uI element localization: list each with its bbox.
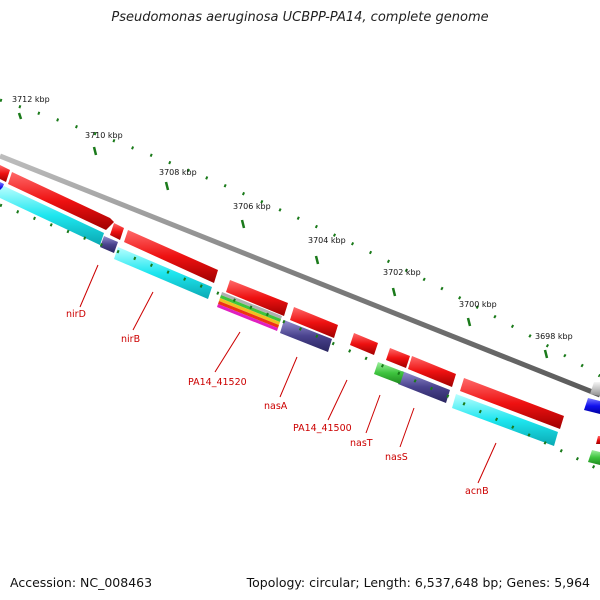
label-leaders — [79, 264, 497, 484]
green-feature — [588, 450, 600, 465]
cds-feature — [226, 280, 288, 316]
topology-label: Topology: circular; Length: 6,537,648 bp… — [246, 575, 590, 590]
gene-label-nasT: nasT — [350, 438, 373, 449]
cds-feature — [0, 165, 10, 182]
kbp-label: 3710 kbp — [85, 131, 123, 140]
cyan-track — [0, 186, 558, 446]
cyan-feature — [452, 394, 558, 446]
kbp-label: 3704 kbp — [308, 236, 346, 245]
grey-feature — [590, 382, 600, 396]
purple-feature — [100, 236, 118, 253]
major-tick — [92, 146, 98, 156]
kbp-labels: 3712 kbp 3710 kbp 3708 kbp 3706 kbp 3704… — [12, 95, 573, 341]
major-tick — [164, 181, 170, 191]
cds-feature — [596, 436, 600, 444]
purple-feature — [398, 371, 450, 403]
kbp-label: 3698 kbp — [535, 332, 573, 341]
gene-label-nasS: nasS — [385, 452, 408, 463]
kbp-label: 3712 kbp — [12, 95, 50, 104]
map-title: Pseudomonas aeruginosa UCBPP-PA14, compl… — [111, 10, 489, 25]
gene-label-PA14_41520: PA14_41520 — [188, 377, 247, 388]
major-tick — [240, 219, 246, 229]
cds-feature — [408, 356, 456, 387]
kbp-label: 3702 kbp — [383, 268, 421, 277]
cyan-feature — [0, 186, 104, 245]
cds-feature — [8, 172, 114, 230]
cds-feature — [110, 223, 124, 240]
inner-tick-ring — [0, 203, 600, 472]
striped-feature — [217, 292, 282, 331]
forward-cds-track — [0, 165, 600, 444]
kbp-label: 3708 kbp — [159, 168, 197, 177]
kbp-label: 3700 kbp — [459, 300, 497, 309]
cds-feature — [460, 378, 564, 429]
genome-backbone — [0, 153, 600, 398]
major-tick — [466, 317, 472, 327]
purple-feature — [280, 320, 332, 352]
major-tick — [314, 255, 320, 265]
accession-label: Accession: NC_008463 — [10, 575, 153, 590]
blue-feature — [584, 398, 600, 414]
outer-tick-ring — [0, 98, 600, 378]
cds-feature — [350, 333, 378, 355]
gene-label-nasA: nasA — [264, 401, 288, 412]
major-tick — [17, 112, 23, 120]
cds-feature — [290, 307, 338, 338]
cds-feature — [386, 348, 410, 368]
gene-label-nirD: nirD — [66, 309, 86, 320]
kbp-label: 3706 kbp — [233, 202, 271, 211]
major-tick — [543, 349, 549, 359]
cds-feature — [124, 230, 218, 283]
gene-labels: nirD nirB PA14_41520 nasA PA14_41500 nas… — [66, 309, 489, 497]
green-feature — [374, 362, 404, 384]
major-tick — [391, 287, 397, 297]
gene-label-PA14_41500: PA14_41500 — [293, 423, 352, 434]
gene-label-acnB: acnB — [465, 486, 489, 497]
gene-label-nirB: nirB — [121, 334, 140, 345]
cyan-feature — [114, 247, 212, 299]
